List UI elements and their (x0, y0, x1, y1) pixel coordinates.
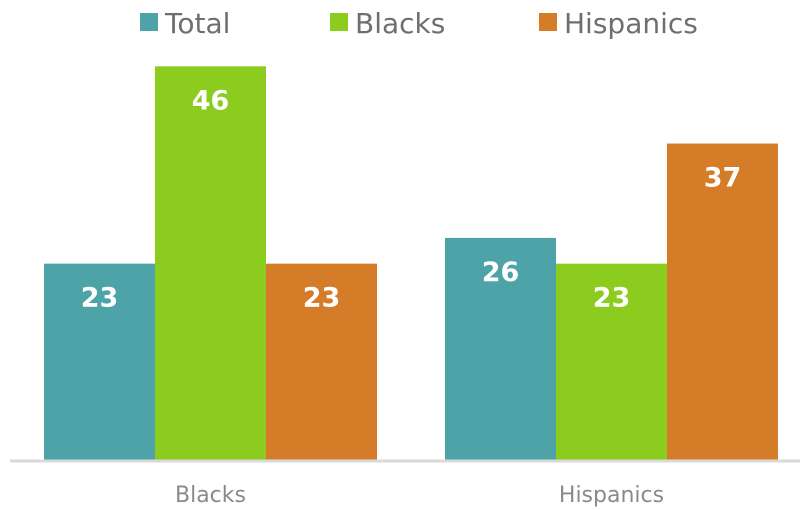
legend-label-blacks: Blacks (355, 7, 445, 40)
legend: Total Blacks Hispanics (140, 7, 698, 40)
x-tick-labels: Blacks Hispanics (175, 483, 664, 508)
legend-label-total: Total (164, 7, 230, 40)
legend-swatch-blacks (330, 13, 348, 31)
data-label-hispanics-blacks: 23 (593, 283, 631, 314)
data-label-blacks-blacks: 46 (192, 85, 230, 116)
data-label-blacks-total: 23 (81, 283, 119, 314)
bar-blacks-blacks (155, 66, 266, 461)
x-tick-blacks: Blacks (175, 483, 246, 508)
data-label-hispanics-hispanics: 37 (704, 163, 742, 194)
legend-swatch-total (140, 13, 158, 31)
data-label-blacks-hispanics: 23 (303, 283, 341, 314)
x-tick-hispanics: Hispanics (559, 483, 664, 508)
bars (44, 66, 778, 461)
legend-swatch-hispanics (539, 13, 557, 31)
data-label-hispanics-total: 26 (482, 257, 520, 288)
legend-label-hispanics: Hispanics (564, 7, 698, 40)
